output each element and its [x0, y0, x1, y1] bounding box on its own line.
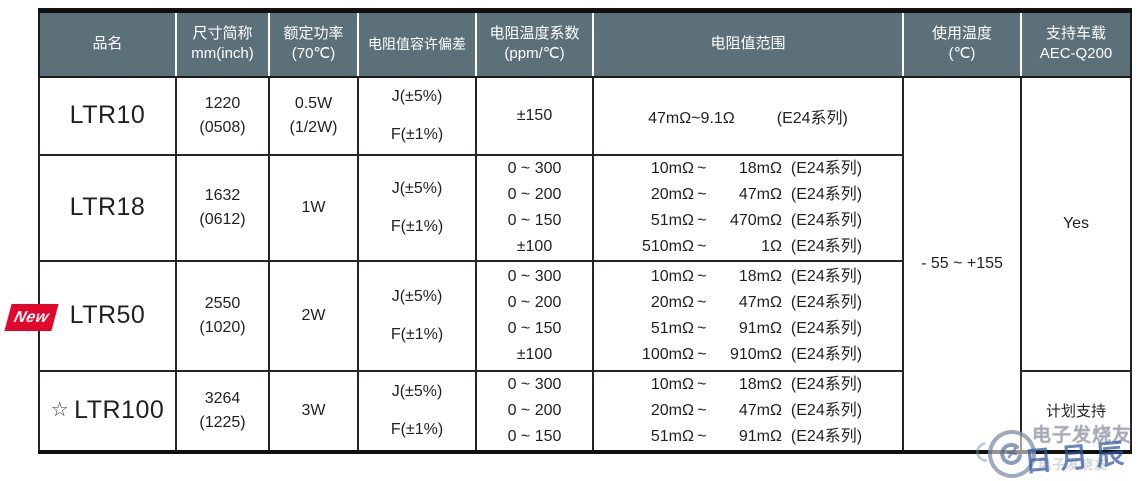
range-ltr50: 10mΩ ~18mΩ (E24系列) 20mΩ ~47mΩ (E24系列) 51mΩ ~9…	[592, 259, 904, 372]
aec-q200-yes: Yes	[1020, 75, 1132, 372]
range-ltr100: 10mΩ ~18mΩ (E24系列) 20mΩ ~47mΩ (E24系列) 51mΩ ~9…	[592, 369, 904, 453]
power-ltr50: 2W	[268, 259, 359, 372]
tcr-ltr100: 0 ~ 300 0 ~ 200 0 ~ 150	[475, 369, 594, 453]
range-ltr18: 10mΩ ~18mΩ (E24系列) 20mΩ ~47mΩ (E24系列) 51mΩ ~4…	[592, 153, 904, 262]
size-ltr100: 3264 (1225)	[175, 369, 270, 453]
col-header-operating-temp: 使用温度 (℃)	[903, 10, 1022, 78]
col-header-rated-power: 额定功率 (70℃)	[269, 10, 359, 78]
tcr-ltr10: ±150	[475, 75, 594, 156]
new-badge: New	[4, 304, 59, 331]
size-ltr18: 1632 (0612)	[175, 153, 270, 262]
power-ltr10: 0.5W (1/2W)	[268, 75, 359, 156]
size-ltr10: 1220 (0508)	[175, 75, 270, 156]
watermark-text-small: 电子发烧友	[1038, 457, 1109, 472]
table-row: ☆ LTR100 3264 (1225) 3W J(±5%) F(±1%) 0 ~ 3…	[38, 369, 1132, 453]
table-row: LTR10 1220 (0508) 0.5W (1/2W) J(±5%) F(±1%)…	[38, 75, 1132, 453]
part-name-ltr100: ☆ LTR100	[38, 369, 177, 453]
col-header-tolerance: 电阻值容许偏差	[358, 10, 477, 78]
resistor-spec-table: 品名 尺寸简称 mm(inch) 额定功率 (70℃) 电阻值容许偏差 电阻温度系数…	[38, 8, 1132, 454]
tolerance-ltr100: J(±5%) F(±1%)	[357, 369, 477, 453]
col-header-part-name: 品名	[39, 10, 177, 78]
tcr-ltr18: 0 ~ 300 0 ~ 200 0 ~ 150 ±100	[475, 153, 594, 262]
spec-table-wrapper: 品名 尺寸简称 mm(inch) 额定功率 (70℃) 电阻值容许偏差 电阻温度系数…	[38, 8, 1132, 454]
aec-q200-planned: 计划支持	[1020, 369, 1132, 453]
power-ltr100: 3W	[268, 369, 359, 453]
col-header-tcr: 电阻温度系数 (ppm/℃)	[476, 10, 594, 78]
star-icon: ☆	[50, 399, 70, 421]
part-name-ltr50: LTR50	[38, 259, 177, 372]
tolerance-ltr18: J(±5%) F(±1%)	[357, 153, 477, 262]
size-ltr50: 2550 (1020)	[175, 259, 270, 372]
range-ltr10: 47mΩ~9.1Ω (E24系列)	[592, 75, 904, 156]
tolerance-ltr10: J(±5%) F(±1%)	[357, 75, 477, 156]
operating-temp-value: - 55 ~ +155	[902, 75, 1022, 453]
col-header-size: 尺寸简称 mm(inch)	[176, 10, 270, 78]
col-header-aec-q200: 支持车载 AEC-Q200	[1021, 10, 1131, 78]
col-header-resistance-range: 电阻值范围	[593, 10, 904, 78]
power-ltr18: 1W	[268, 153, 359, 262]
table-row: LTR50 2550 (1020) 2W J(±5%) F(±1%) 0 ~ 300…	[38, 259, 1131, 372]
tcr-ltr50: 0 ~ 300 0 ~ 200 0 ~ 150 ±100	[475, 259, 594, 372]
part-name-ltr10: LTR10	[38, 75, 177, 156]
part-name-ltr18: LTR18	[38, 153, 177, 262]
header-row: 品名 尺寸简称 mm(inch) 额定功率 (70℃) 电阻值容许偏差 电阻温度系数…	[39, 10, 1131, 78]
tolerance-ltr50: J(±5%) F(±1%)	[357, 259, 477, 372]
table-row: LTR18 1632 (0612) 1W J(±5%) F(±1%) 0 ~ 300…	[38, 153, 1131, 262]
